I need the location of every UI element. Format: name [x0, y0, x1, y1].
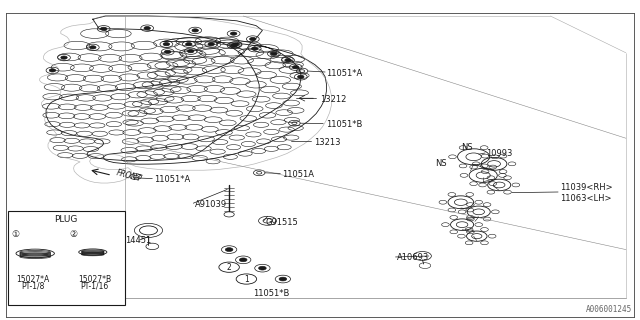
Text: 15027*B: 15027*B	[78, 275, 111, 284]
Circle shape	[271, 52, 277, 55]
Text: PT-1/16: PT-1/16	[81, 282, 109, 291]
Circle shape	[188, 50, 194, 53]
Text: ①: ①	[12, 230, 19, 239]
Text: FRONT: FRONT	[115, 168, 143, 184]
Circle shape	[298, 75, 304, 78]
Circle shape	[250, 37, 256, 41]
Text: 11051*A: 11051*A	[154, 175, 190, 184]
Circle shape	[225, 248, 233, 252]
Circle shape	[186, 43, 192, 46]
Circle shape	[61, 56, 67, 59]
Circle shape	[292, 66, 299, 69]
Circle shape	[49, 69, 56, 72]
Circle shape	[230, 44, 237, 47]
Circle shape	[163, 43, 170, 46]
Text: A006001245: A006001245	[586, 305, 632, 314]
Circle shape	[100, 27, 107, 30]
Text: 15027*A: 15027*A	[17, 275, 50, 284]
Text: 10993: 10993	[486, 149, 513, 158]
Circle shape	[230, 32, 237, 35]
Circle shape	[239, 258, 247, 262]
Circle shape	[285, 59, 291, 62]
Text: 1: 1	[244, 275, 249, 284]
Text: 11051*A: 11051*A	[326, 69, 363, 78]
Circle shape	[208, 43, 214, 46]
Text: 11051*B: 11051*B	[253, 289, 289, 298]
Text: A10693: A10693	[397, 253, 429, 262]
Text: NS: NS	[435, 159, 447, 168]
Circle shape	[192, 29, 198, 32]
Text: A91039: A91039	[195, 200, 227, 209]
Text: G91515: G91515	[266, 218, 298, 227]
Text: ②: ②	[70, 230, 77, 239]
Circle shape	[164, 50, 171, 53]
Text: 2: 2	[227, 263, 232, 272]
Circle shape	[259, 266, 266, 270]
Text: 11039<RH>: 11039<RH>	[560, 183, 612, 192]
Bar	[8, 211, 125, 305]
Text: NS: NS	[461, 143, 472, 152]
Text: 11051A: 11051A	[282, 170, 314, 179]
Circle shape	[279, 277, 287, 281]
Text: PLUG: PLUG	[54, 215, 78, 224]
Text: 13213: 13213	[314, 138, 340, 147]
Circle shape	[252, 47, 258, 50]
Circle shape	[232, 43, 239, 46]
Text: 13212: 13212	[320, 95, 346, 104]
Text: PT-1/8: PT-1/8	[22, 282, 45, 291]
Circle shape	[90, 46, 96, 49]
Text: 11063<LH>: 11063<LH>	[560, 194, 611, 203]
Circle shape	[144, 27, 150, 30]
Text: 11051*B: 11051*B	[326, 120, 363, 129]
Text: 14451: 14451	[125, 236, 151, 245]
